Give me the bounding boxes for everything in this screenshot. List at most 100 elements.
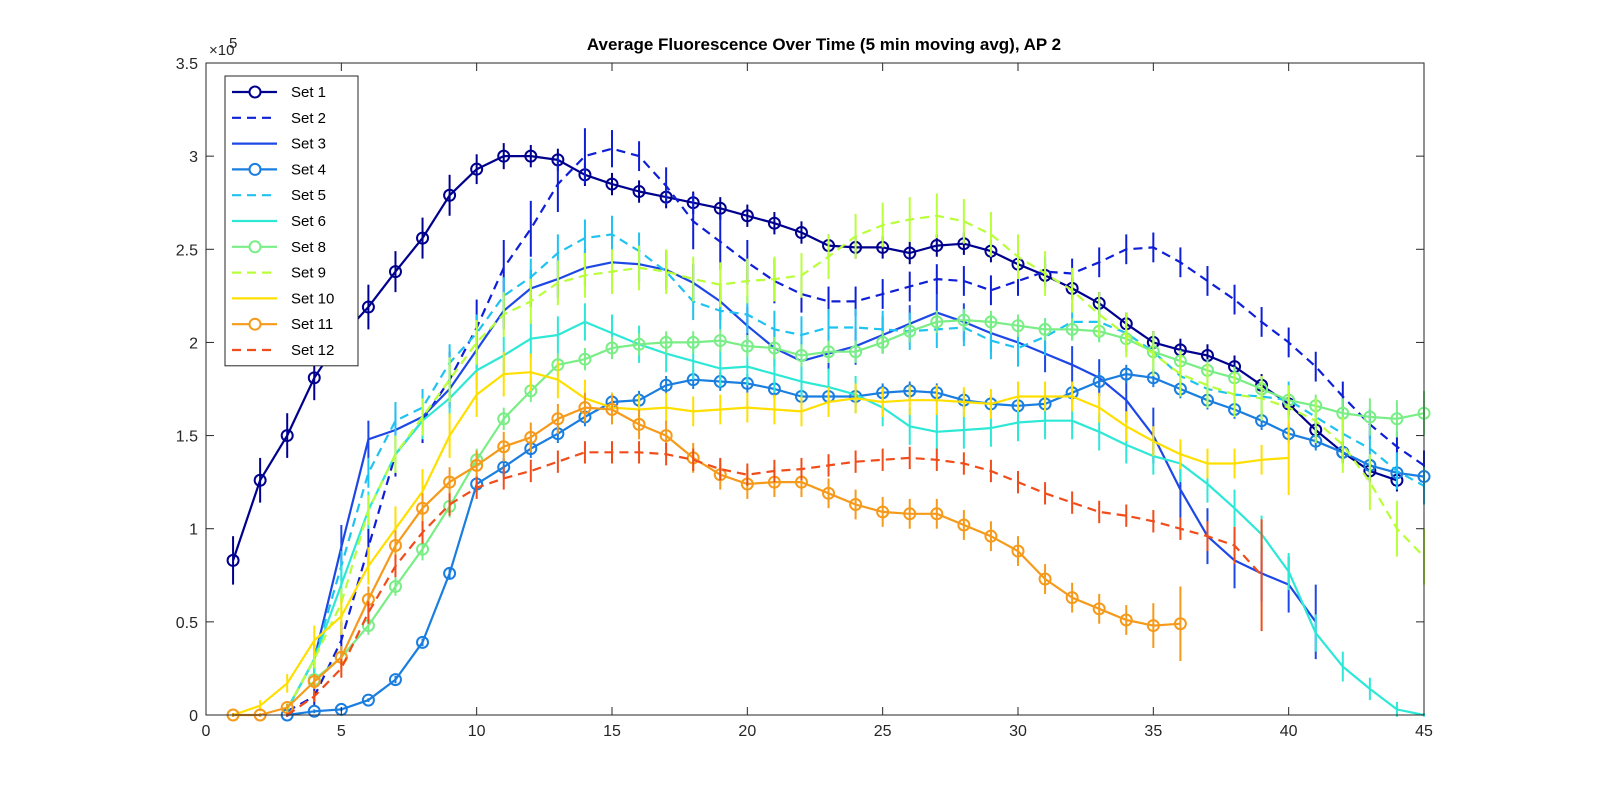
series-set-9 — [286, 193, 1425, 715]
data-point — [524, 149, 538, 163]
data-point — [416, 231, 430, 245]
legend-marker — [248, 240, 262, 254]
legend-label: Set 12 — [291, 342, 334, 359]
data-point — [443, 475, 457, 489]
data-point — [632, 185, 646, 199]
axes-box — [205, 62, 1425, 716]
series-set-4 — [280, 364, 1431, 722]
data-point — [280, 701, 294, 715]
x-tick-label: 0 — [202, 723, 211, 740]
x-tick-label: 45 — [1415, 723, 1433, 740]
data-point — [1146, 619, 1160, 633]
data-point — [361, 300, 375, 314]
data-point — [416, 635, 430, 649]
x-tick-label: 25 — [874, 723, 892, 740]
data-point — [822, 486, 836, 500]
legend-marker — [248, 317, 262, 331]
data-point — [578, 352, 592, 366]
y-tick-label: 0.5 — [176, 615, 198, 632]
series-set-12 — [286, 441, 1263, 717]
data-point — [767, 341, 781, 355]
data-point — [984, 315, 998, 329]
y-tick-label: 1 — [189, 522, 198, 539]
data-point — [1092, 602, 1106, 616]
data-point — [605, 341, 619, 355]
data-point — [903, 507, 917, 521]
y-exponent-base: ×10 — [209, 42, 234, 59]
data-point — [1092, 375, 1106, 389]
data-point — [1011, 319, 1025, 333]
data-point — [388, 673, 402, 687]
data-point — [984, 529, 998, 543]
legend-label: Set 10 — [291, 290, 334, 307]
x-tick-label: 5 — [337, 723, 346, 740]
data-point — [307, 371, 321, 385]
y-tick-label: 0 — [189, 708, 198, 725]
data-point — [930, 507, 944, 521]
data-point — [632, 337, 646, 351]
data-point — [280, 429, 294, 443]
data-point — [1011, 544, 1025, 558]
data-point — [794, 226, 808, 240]
legend-label: Set 1 — [291, 84, 326, 101]
data-point — [388, 579, 402, 593]
chart-title: Average Fluorescence Over Time (5 min mo… — [587, 35, 1061, 54]
x-tick-label: 40 — [1280, 723, 1298, 740]
series-line — [313, 319, 1425, 681]
data-point — [307, 704, 321, 718]
data-point — [1173, 617, 1187, 631]
data-point — [849, 497, 863, 511]
legend-label: Set 2 — [291, 110, 326, 127]
data-point — [605, 402, 619, 416]
legend-label: Set 9 — [291, 265, 326, 282]
data-point — [957, 518, 971, 532]
legend-label: Set 8 — [291, 239, 326, 256]
y-exponent-power: 5 — [229, 35, 237, 52]
data-point — [1390, 412, 1404, 426]
data-point — [605, 177, 619, 191]
data-point — [903, 324, 917, 338]
data-point — [686, 335, 700, 349]
plot-area — [226, 128, 1431, 722]
data-point — [470, 162, 484, 176]
data-point — [740, 339, 754, 353]
data-point — [578, 401, 592, 415]
data-point — [253, 473, 267, 487]
data-point — [822, 345, 836, 359]
data-point — [497, 440, 511, 454]
data-point — [388, 265, 402, 279]
data-point — [388, 538, 402, 552]
x-tick-label: 15 — [603, 723, 621, 740]
series-line — [233, 406, 1181, 717]
y-tick-label: 3.5 — [176, 56, 198, 73]
data-point — [930, 315, 944, 329]
data-point — [497, 149, 511, 163]
data-point — [1038, 322, 1052, 336]
data-point — [876, 505, 890, 519]
data-point — [416, 501, 430, 515]
legend-label: Set 3 — [291, 136, 326, 153]
y-tick-label: 2.5 — [176, 242, 198, 259]
data-point — [659, 378, 673, 392]
y-tick-label: 3 — [189, 149, 198, 166]
data-point — [767, 216, 781, 230]
data-point — [1038, 572, 1052, 586]
data-point — [1119, 367, 1133, 381]
data-point — [659, 429, 673, 443]
x-tick-label: 30 — [1009, 723, 1027, 740]
data-point — [470, 458, 484, 472]
y-tick-label: 2 — [189, 335, 198, 352]
legend-label: Set 4 — [291, 161, 326, 178]
data-point — [713, 201, 727, 215]
legend-marker — [248, 162, 262, 176]
legend: Set 1 Set 2 Set 3 Set 4 Set 5 Set 6 Set 8 Set 9… — [224, 75, 359, 367]
axis-ticks: 0 5 10 15 20 25 30 35 40 45 0 0.5 1 1.5 2 2.5 3 3.5 — [176, 56, 1433, 740]
data-point — [1119, 613, 1133, 627]
series-line — [232, 371, 1289, 717]
data-point — [794, 348, 808, 362]
data-point — [1363, 410, 1377, 424]
legend-marker — [248, 85, 262, 99]
x-tick-label: 35 — [1144, 723, 1162, 740]
legend-label: Set 11 — [291, 316, 333, 333]
